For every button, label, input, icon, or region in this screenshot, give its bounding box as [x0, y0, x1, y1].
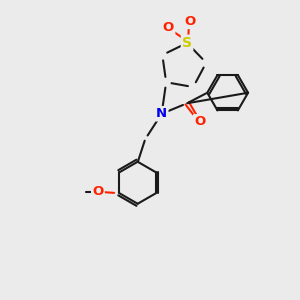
Text: O: O — [92, 185, 104, 198]
Text: N: N — [156, 107, 167, 120]
Text: S: S — [182, 36, 192, 50]
Text: O: O — [194, 116, 206, 128]
Text: O: O — [184, 15, 196, 28]
Text: O: O — [163, 21, 174, 34]
